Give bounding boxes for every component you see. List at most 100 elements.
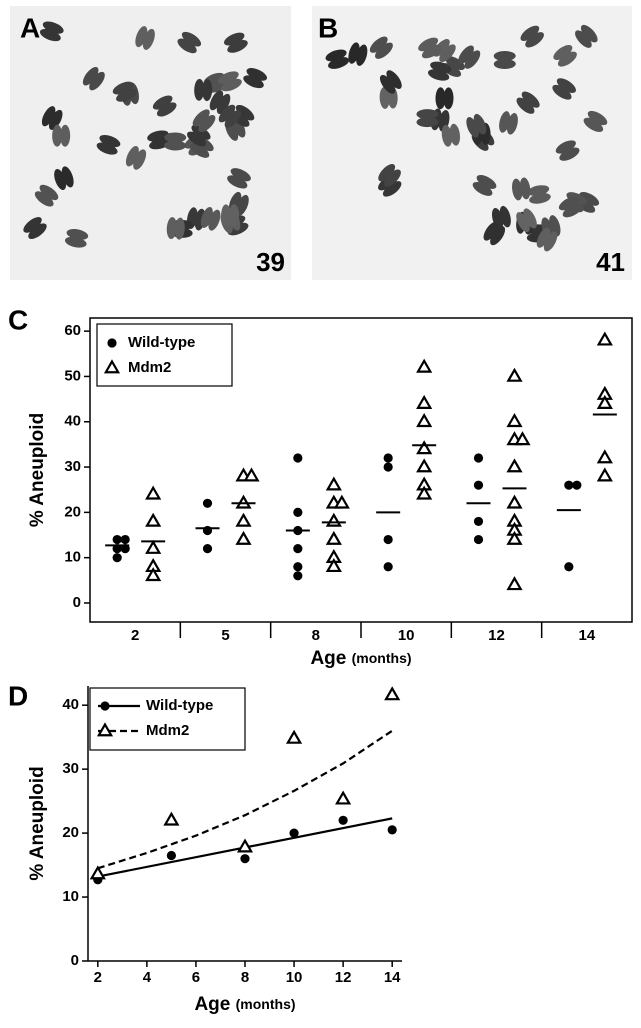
chromatid bbox=[435, 87, 446, 110]
chromatid bbox=[536, 227, 551, 248]
chromatid bbox=[575, 30, 592, 48]
data-point bbox=[506, 494, 523, 509]
data-point bbox=[145, 539, 162, 554]
x-tick-label: 6 bbox=[192, 969, 200, 986]
data-point bbox=[120, 534, 130, 545]
y-axis-label: % Aneuploid bbox=[27, 413, 48, 527]
data-point bbox=[514, 431, 531, 446]
data-point bbox=[506, 458, 523, 473]
chromatid bbox=[39, 184, 59, 201]
chromatid bbox=[224, 32, 245, 46]
chromatid bbox=[187, 131, 207, 147]
data-point bbox=[473, 534, 484, 545]
chromatid bbox=[466, 117, 479, 138]
y-tick-label: 30 bbox=[64, 458, 81, 475]
data-point bbox=[285, 729, 303, 744]
chromatid bbox=[483, 221, 499, 241]
chromatid bbox=[54, 169, 67, 191]
legend-marker bbox=[100, 701, 110, 711]
data-point bbox=[416, 394, 433, 409]
chromatid bbox=[218, 104, 236, 123]
chromatid bbox=[583, 117, 604, 132]
chromatid bbox=[191, 125, 211, 140]
chromatid bbox=[227, 39, 248, 53]
data-point bbox=[506, 530, 523, 545]
x-tick-label: 10 bbox=[286, 969, 303, 986]
chromatid bbox=[202, 79, 213, 102]
chromatid bbox=[174, 217, 185, 240]
chromatid bbox=[48, 109, 63, 130]
chromatid bbox=[441, 124, 453, 147]
x-tick-label: 14 bbox=[578, 627, 595, 644]
data-point bbox=[166, 850, 177, 861]
data-point bbox=[383, 562, 393, 572]
chromatid bbox=[543, 231, 558, 252]
chromatid bbox=[192, 109, 210, 127]
data-point bbox=[112, 534, 122, 545]
chromatid bbox=[41, 106, 56, 127]
data-point bbox=[293, 507, 303, 517]
axis-label-text: Age bbox=[194, 994, 230, 1015]
y-tick-label: 40 bbox=[62, 696, 79, 713]
data-point bbox=[235, 512, 252, 527]
chromatid bbox=[525, 32, 544, 48]
chromatid bbox=[39, 28, 61, 42]
data-point bbox=[596, 394, 613, 409]
data-point bbox=[293, 453, 303, 463]
chromatid bbox=[216, 93, 231, 114]
x-tick-label: 8 bbox=[241, 969, 249, 986]
data-point bbox=[416, 485, 433, 500]
chromatid bbox=[190, 143, 210, 158]
chromatid bbox=[559, 147, 580, 161]
legend-marker bbox=[96, 722, 114, 737]
chromatid bbox=[386, 70, 402, 89]
chromatid bbox=[523, 208, 537, 229]
chromatid bbox=[133, 149, 147, 170]
chromatid bbox=[194, 78, 205, 101]
chromatid bbox=[379, 74, 396, 94]
x-tick-label: 2 bbox=[94, 969, 102, 986]
data-point bbox=[596, 449, 613, 464]
chromatid bbox=[378, 164, 396, 182]
data-point bbox=[564, 562, 574, 572]
chromatid bbox=[235, 104, 255, 121]
chromatid bbox=[587, 110, 608, 126]
data-point bbox=[112, 553, 122, 563]
y-tick-label: 20 bbox=[62, 824, 79, 841]
chromatid bbox=[156, 102, 177, 117]
chromatid bbox=[116, 88, 137, 102]
chromatid bbox=[166, 217, 177, 240]
data-point bbox=[473, 516, 484, 527]
y-tick-label: 60 bbox=[64, 322, 81, 339]
data-point bbox=[416, 440, 433, 455]
chromosome-count: 39 bbox=[256, 247, 285, 277]
chromatid bbox=[384, 169, 401, 187]
data-point bbox=[384, 686, 401, 701]
y-tick-label: 0 bbox=[73, 594, 81, 611]
chromatid bbox=[519, 177, 531, 200]
chromatid bbox=[164, 132, 187, 143]
chromatid bbox=[246, 68, 268, 81]
chromatid bbox=[229, 204, 240, 227]
data-point bbox=[293, 562, 303, 572]
x-axis-label: Age (months) bbox=[310, 648, 411, 669]
data-point bbox=[387, 825, 397, 835]
chromatid bbox=[416, 109, 439, 120]
chromatid bbox=[529, 193, 551, 204]
chromatid bbox=[64, 236, 87, 248]
chromatid bbox=[416, 117, 439, 128]
legend-label: Mdm2 bbox=[128, 359, 171, 376]
chromatid bbox=[89, 71, 105, 91]
legend-box bbox=[96, 323, 233, 387]
panel-label: B bbox=[318, 12, 338, 43]
chromatid bbox=[552, 84, 572, 100]
x-tick-label: 12 bbox=[335, 969, 352, 986]
y-axis-label: % Aneuploid bbox=[27, 766, 48, 880]
data-point bbox=[325, 530, 342, 545]
chromatid bbox=[382, 181, 402, 197]
y-tick-label: 40 bbox=[64, 413, 81, 430]
data-point bbox=[163, 811, 180, 826]
chromatid bbox=[490, 226, 506, 246]
chromatid bbox=[221, 78, 242, 92]
